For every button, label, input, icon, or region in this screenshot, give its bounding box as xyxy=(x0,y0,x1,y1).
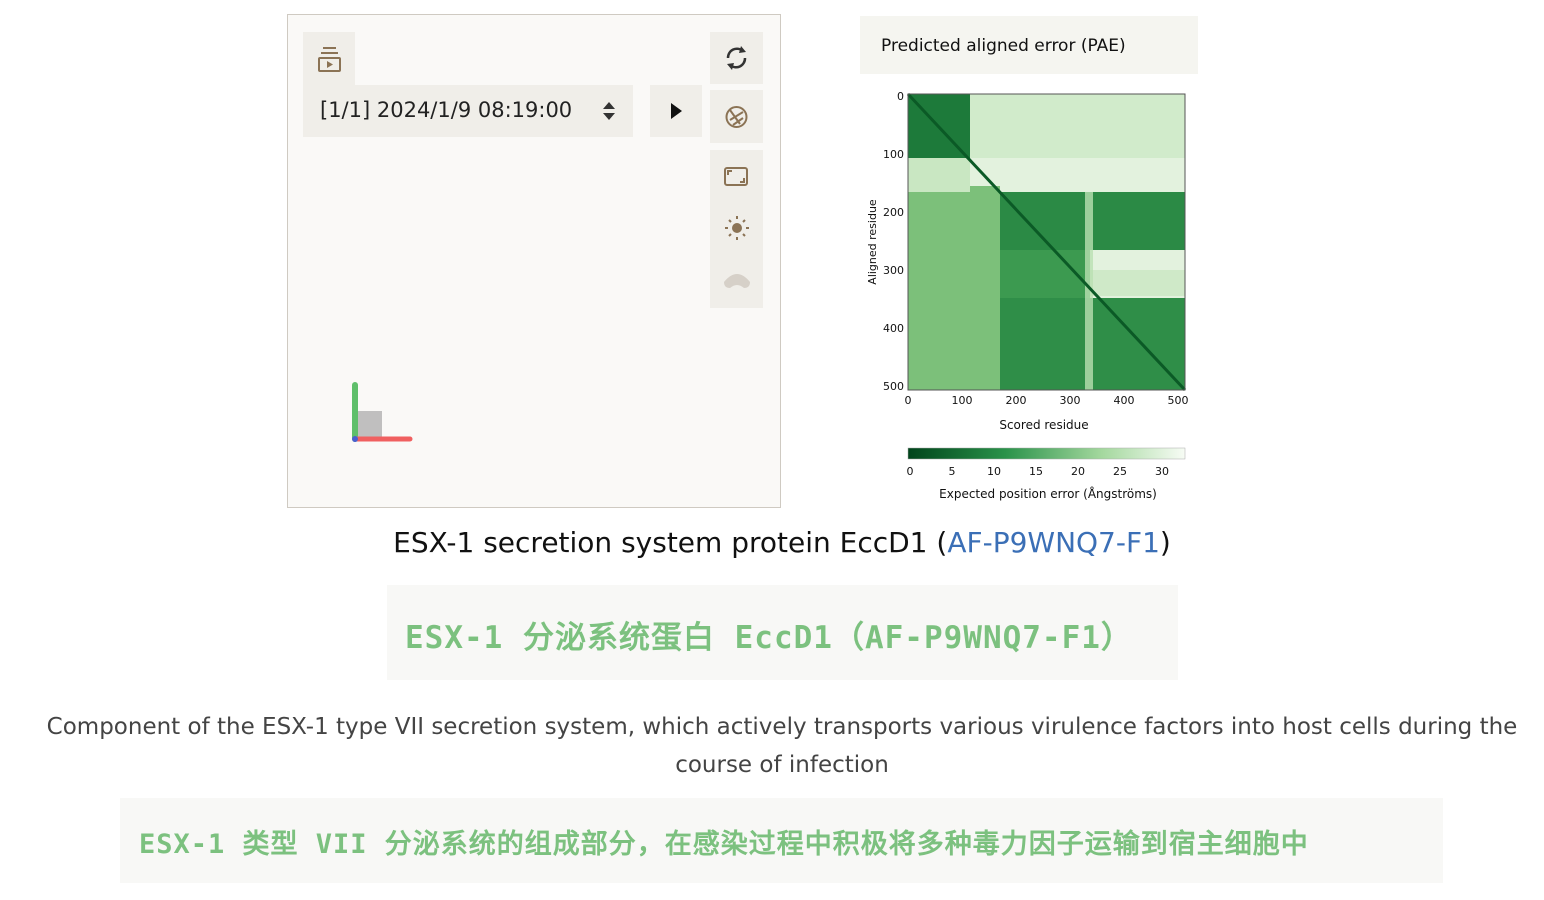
tracks-icon xyxy=(318,47,341,72)
y-tick-label: 400 xyxy=(883,322,904,335)
screenshot-button[interactable] xyxy=(710,90,763,143)
x-tick-label: 400 xyxy=(1114,394,1135,407)
colorbar-tick-label: 20 xyxy=(1071,465,1085,478)
colorbar-label: Expected position error (Ångströms) xyxy=(939,486,1157,501)
y-tick-label: 100 xyxy=(883,148,904,161)
y-tick-label: 300 xyxy=(883,264,904,277)
colorbar-tick-label: 5 xyxy=(949,465,956,478)
description: Component of the ESX-1 type VII secretio… xyxy=(46,714,1518,778)
colorbar xyxy=(907,447,1186,460)
frame-label: [1/1] 2024/1/9 08:19:00 xyxy=(320,98,573,122)
frame-select[interactable]: [1/1] 2024/1/9 08:19:00 xyxy=(303,85,633,137)
pae-heatmap xyxy=(906,92,1187,392)
reset-button[interactable] xyxy=(710,32,763,84)
translation-description: ESX-1 类型 VII 分泌系统的组成部分，在感染过程中积极将多种毒力因子运输… xyxy=(139,829,1309,860)
pae-header: Predicted aligned error (PAE) xyxy=(860,16,1198,74)
title-text: ESX-1 secretion system protein EccD1 ( xyxy=(393,526,948,559)
colorbar-tick-label: 25 xyxy=(1113,465,1127,478)
reset-icon xyxy=(726,46,747,70)
view-icons[interactable] xyxy=(710,150,763,308)
y-tick-label: 500 xyxy=(883,380,904,393)
x-tick-label: 100 xyxy=(952,394,973,407)
colorbar-tick-label: 15 xyxy=(1029,465,1043,478)
select-arrows xyxy=(603,102,615,120)
axes-gizmo xyxy=(352,382,413,442)
y-tick-label: 200 xyxy=(883,206,904,219)
x-axis-label: Scored residue xyxy=(999,418,1088,432)
tracks-button[interactable] xyxy=(303,32,355,85)
colorbar-tick-label: 30 xyxy=(1155,465,1169,478)
colorbar-tick-label: 0 xyxy=(907,465,914,478)
pae-plot: Scored residue Aligned residue Expected … xyxy=(866,90,1189,501)
translation-title: ESX-1 分泌系统蛋白 EccD1（AF-P9WNQ7-F1） xyxy=(405,620,1133,656)
title-close: ) xyxy=(1159,526,1171,559)
colorbar-tick-label: 10 xyxy=(987,465,1001,478)
translation-title-box: ESX-1 分泌系统蛋白 EccD1（AF-P9WNQ7-F1） xyxy=(387,585,1178,680)
x-tick-label: 500 xyxy=(1168,394,1189,407)
accession-link[interactable]: AF-P9WNQ7-F1 xyxy=(947,526,1160,559)
translation-description-box: ESX-1 类型 VII 分泌系统的组成部分，在感染过程中积极将多种毒力因子运输… xyxy=(120,798,1443,883)
x-tick-label: 300 xyxy=(1060,394,1081,407)
x-tick-label: 200 xyxy=(1006,394,1027,407)
play-icon xyxy=(671,103,682,119)
camera-icon xyxy=(725,106,748,128)
y-axis-label: Aligned residue xyxy=(866,199,879,285)
pae-title: Predicted aligned error (PAE) xyxy=(881,36,1126,56)
play-button[interactable] xyxy=(650,85,702,137)
view-controls xyxy=(710,150,763,308)
x-tick-label: 0 xyxy=(905,394,912,407)
y-tick-label: 0 xyxy=(897,90,904,103)
protein-title: ESX-1 secretion system protein EccD1 (AF… xyxy=(0,526,1544,559)
